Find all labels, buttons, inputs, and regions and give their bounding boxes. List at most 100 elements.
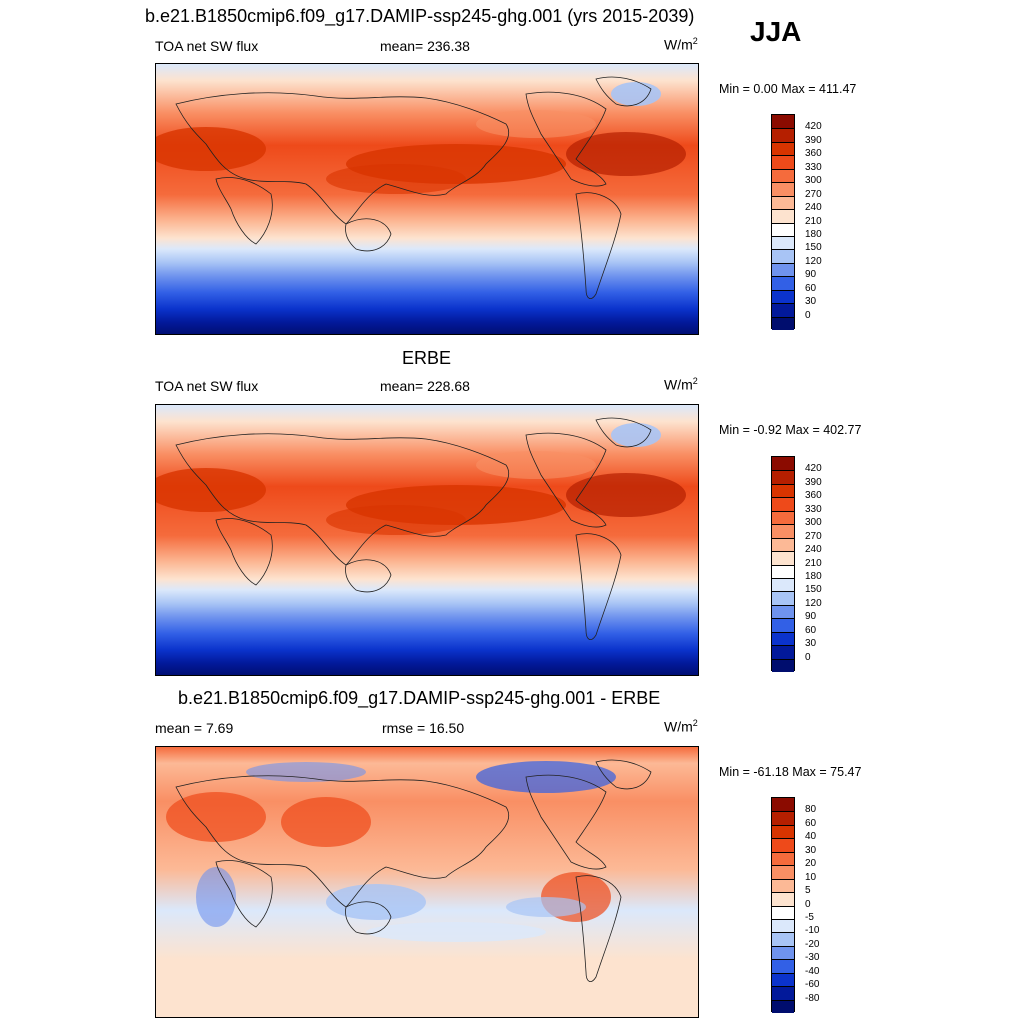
colorbar-tick-label: 80 [805, 804, 817, 816]
colorbar-swatch [772, 303, 794, 317]
colorbar-tick-label: 120 [805, 255, 822, 267]
colorbar-tick-label: 180 [805, 228, 822, 240]
colorbar-swatch [772, 645, 794, 659]
colorbar-tick-label: 300 [805, 517, 822, 529]
colorbar-swatch [772, 972, 794, 987]
colorbar-tick-label: 30 [805, 844, 817, 856]
colorbar-tick-label: 330 [805, 503, 822, 515]
colorbar-swatch [772, 824, 794, 839]
colorbar-swatch [772, 249, 794, 263]
colorbar-swatch [772, 865, 794, 879]
colorbar-tick-label: 90 [805, 269, 817, 281]
colorbar-tick-label: 420 [805, 121, 822, 133]
colorbar-tick-label: 300 [805, 175, 822, 187]
colorbar-swatch [772, 483, 794, 498]
colorbar-tick-label: 390 [805, 134, 822, 146]
colorbar-obs [771, 456, 795, 672]
colorbar-swatch [772, 918, 794, 933]
colorbar-swatch [772, 878, 794, 893]
panel-units: W/m2 [664, 376, 698, 393]
colorbar-tick-label: 120 [805, 597, 822, 609]
colorbar-tick-label: 240 [805, 544, 822, 556]
colorbar-tick-label: 10 [805, 871, 817, 883]
colorbar-swatch [772, 577, 794, 592]
map-model-toa-sw-flux [155, 63, 699, 335]
colorbar-tick-label: 270 [805, 530, 822, 542]
panel-min-max: Min = -0.92 Max = 402.77 [719, 423, 862, 437]
colorbar-swatch [772, 999, 794, 1013]
colorbar-diff [771, 797, 795, 1013]
colorbar-swatch [772, 222, 794, 236]
colorbar-swatch [772, 155, 794, 169]
panel-rmse-label: rmse = 16.50 [382, 720, 465, 736]
colorbar-tick-label: 150 [805, 584, 822, 596]
colorbar-swatch [772, 115, 794, 129]
colorbar-tick-label: 0 [805, 309, 811, 321]
colorbar-swatch [772, 798, 794, 812]
colorbar-tick-label: -80 [805, 992, 820, 1004]
colorbar-tick-label: 20 [805, 858, 817, 870]
panel-mean-label: mean= 236.38 [380, 38, 470, 54]
colorbar-swatch [772, 618, 794, 632]
map-field [156, 747, 698, 1017]
map-erbe-toa-sw-flux [155, 404, 699, 676]
panel-units: W/m2 [664, 718, 698, 735]
colorbar-tick-label: 270 [805, 188, 822, 200]
colorbar-tick-label: 210 [805, 557, 822, 569]
colorbar-tick-label: 90 [805, 611, 817, 623]
colorbar-tick-label: -5 [805, 911, 814, 923]
colorbar-tick-label: 150 [805, 242, 822, 254]
colorbar-swatch [772, 209, 794, 223]
panel-title: b.e21.B1850cmip6.f09_g17.DAMIP-ssp245-gh… [178, 688, 661, 708]
colorbar-tick-label: 0 [805, 651, 811, 663]
colorbar-tick-label: 330 [805, 161, 822, 173]
colorbar-tick-label: 390 [805, 476, 822, 488]
colorbar-swatch [772, 658, 794, 672]
colorbar-tick-label: 360 [805, 490, 822, 502]
colorbar-tick-label: 180 [805, 570, 822, 582]
colorbar-tick-label: 60 [805, 282, 817, 294]
panel-mean-label: mean = 7.69 [155, 720, 234, 736]
colorbar-swatch [772, 182, 794, 196]
colorbar-swatch [772, 470, 794, 484]
colorbar-swatch [772, 905, 794, 919]
colorbar-swatch [772, 262, 794, 277]
colorbar-tick-label: 0 [805, 898, 811, 910]
colorbar-tick-label: 40 [805, 831, 817, 843]
colorbar-swatch [772, 316, 794, 330]
colorbar-swatch [772, 932, 794, 946]
colorbar-swatch [772, 497, 794, 511]
colorbar-swatch [772, 168, 794, 183]
colorbar-tick-label: -20 [805, 938, 820, 950]
map-field [156, 405, 698, 675]
panel-mean-label: mean= 228.68 [380, 378, 470, 394]
colorbar-swatch [772, 945, 794, 960]
colorbar-tick-label: 420 [805, 463, 822, 475]
colorbar-tick-label: -60 [805, 979, 820, 991]
colorbar-tick-label: 360 [805, 148, 822, 160]
colorbar-swatch [772, 276, 794, 290]
colorbar-tick-label: 240 [805, 202, 822, 214]
colorbar-swatch [772, 604, 794, 619]
colorbar-tick-label: 30 [805, 638, 817, 650]
colorbar-swatch [772, 892, 794, 906]
colorbar-tick-label: -40 [805, 965, 820, 977]
colorbar-swatch [772, 851, 794, 866]
panel-variable-label: TOA net SW flux [155, 378, 259, 394]
panel-title: ERBE [402, 348, 452, 368]
colorbar-swatch [772, 457, 794, 471]
colorbar-tick-label: 60 [805, 817, 817, 829]
season-label: JJA [750, 16, 802, 47]
colorbar-swatch [772, 510, 794, 525]
colorbar-swatch [772, 524, 794, 538]
colorbar-tick-label: 30 [805, 296, 817, 308]
panel-variable-label: TOA net SW flux [155, 38, 259, 54]
colorbar-tick-label: 210 [805, 215, 822, 227]
colorbar-swatch [772, 551, 794, 565]
colorbar-swatch [772, 811, 794, 825]
colorbar-swatch [772, 564, 794, 578]
colorbar-tick-label: 5 [805, 885, 811, 897]
colorbar-swatch [772, 195, 794, 210]
map-field [156, 64, 698, 334]
colorbar-tick-label: 60 [805, 624, 817, 636]
